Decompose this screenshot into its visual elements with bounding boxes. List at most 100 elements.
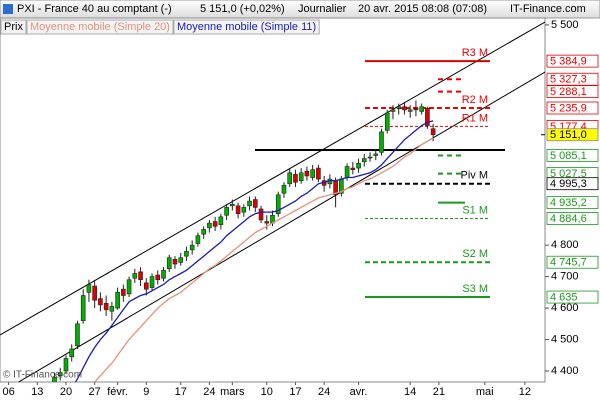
level-name: S3 M — [462, 283, 488, 295]
candle-body — [155, 274, 161, 281]
last-quote: 5 151,0 (+0,02%) — [200, 3, 285, 15]
candle-body — [69, 348, 75, 358]
timestamp: 20 avr. 2015 08:08 (07:08) — [358, 3, 487, 15]
legend-box — [0, 19, 27, 35]
candle-body — [235, 205, 241, 214]
candle-body — [149, 276, 155, 288]
candle-body — [367, 156, 373, 159]
chart-title: PXI - France 40 au comptant (-) — [17, 3, 172, 15]
price-label-box — [546, 290, 599, 304]
candle-body — [344, 166, 350, 178]
x-tick-label: févr. — [107, 386, 128, 398]
candle-body — [356, 163, 361, 169]
candle-body — [252, 199, 258, 208]
x-tick-label: 17 — [175, 386, 187, 398]
candle-body — [298, 172, 304, 181]
candle-body — [57, 372, 63, 377]
candle-body — [132, 273, 138, 279]
level-name: R2 M — [462, 94, 488, 106]
x-tick-label: avr. — [350, 386, 368, 398]
price-label-box — [546, 149, 599, 162]
candle-body — [230, 203, 235, 207]
candle-body — [407, 109, 413, 112]
trend-line — [17, 71, 545, 382]
price-label: 4 745,7 — [550, 257, 587, 269]
candle-body — [275, 194, 281, 214]
candle-body — [264, 221, 270, 224]
candle-body — [212, 221, 218, 227]
candle-body — [241, 207, 247, 213]
copyright: © IT-Finance.com — [3, 370, 82, 381]
price-label: 4 935,2 — [550, 197, 587, 209]
level-name: R1 M — [462, 112, 488, 124]
y-tick-label: 4 700 — [551, 271, 579, 283]
price-label: 5 027,5 — [550, 168, 587, 180]
x-tick-label: 14 — [404, 386, 416, 398]
level-name: S1 M — [462, 204, 488, 216]
candle-body — [396, 106, 402, 109]
candle-body — [121, 288, 126, 296]
candle-body — [86, 284, 92, 293]
x-tick-label: 27 — [89, 386, 101, 398]
x-tick-label: 20 — [60, 386, 72, 398]
candle-body — [126, 279, 132, 295]
candle-body — [247, 200, 252, 207]
candle-body — [195, 235, 201, 244]
x-tick-label: 12 — [519, 386, 531, 398]
x-tick-label: 9 — [143, 386, 149, 398]
price-label-box — [546, 54, 599, 68]
candle-body — [430, 128, 436, 136]
price-label-box — [546, 255, 599, 269]
candle-body — [293, 174, 298, 183]
price-label: 5 384,9 — [550, 56, 587, 68]
x-tick-label: 24 — [318, 386, 330, 398]
legend-label: Moyenne mobile (Simple 20) — [30, 21, 170, 33]
moving-average — [74, 120, 434, 382]
y-tick-label: 5 500 — [551, 19, 579, 31]
candle-body — [80, 295, 86, 321]
legend-box — [173, 19, 320, 35]
y-tick-label: 4 600 — [551, 302, 579, 314]
price-label: 5 327,3 — [550, 74, 587, 86]
x-tick-label: mai — [476, 386, 494, 398]
candle-body — [316, 167, 321, 180]
candle-body — [115, 292, 120, 309]
candle-body — [258, 208, 264, 221]
price-label: 5 085,1 — [550, 150, 587, 162]
price-label: 4 995,3 — [550, 178, 587, 190]
x-tick-label: 21 — [433, 386, 445, 398]
y-tick-label: 4 800 — [551, 239, 579, 251]
price-label-box — [546, 177, 599, 191]
candle-body — [201, 229, 206, 235]
candle-body — [304, 170, 310, 177]
candle-body — [103, 303, 109, 310]
candle-body — [361, 158, 367, 163]
price-label-box — [546, 85, 599, 98]
title-icon — [3, 4, 13, 14]
candle-body — [218, 216, 224, 225]
level-name: S2 M — [462, 248, 488, 260]
level-name: R3 M — [462, 47, 488, 59]
candle-body — [310, 169, 315, 178]
candle-body — [178, 257, 184, 263]
price-label: 4 635 — [550, 291, 578, 303]
price-label: 5 235,9 — [550, 102, 587, 114]
candle-body — [184, 251, 189, 257]
candle-body — [109, 306, 115, 312]
source: IT-Finance.com — [510, 3, 586, 15]
x-tick-label: 24 — [203, 386, 215, 398]
y-tick-label: 4 500 — [551, 333, 579, 345]
x-tick-label: mars — [220, 386, 245, 398]
plot-area — [0, 17, 546, 383]
candle-body — [384, 112, 390, 131]
candle-body — [98, 298, 103, 306]
candle-body — [166, 257, 172, 270]
candle-body — [281, 185, 287, 194]
candle-body — [373, 153, 379, 156]
candle-body — [224, 207, 229, 216]
candle-body — [350, 167, 356, 170]
candle-body — [138, 271, 143, 281]
candle-body — [402, 106, 407, 111]
candle-body — [207, 222, 212, 229]
